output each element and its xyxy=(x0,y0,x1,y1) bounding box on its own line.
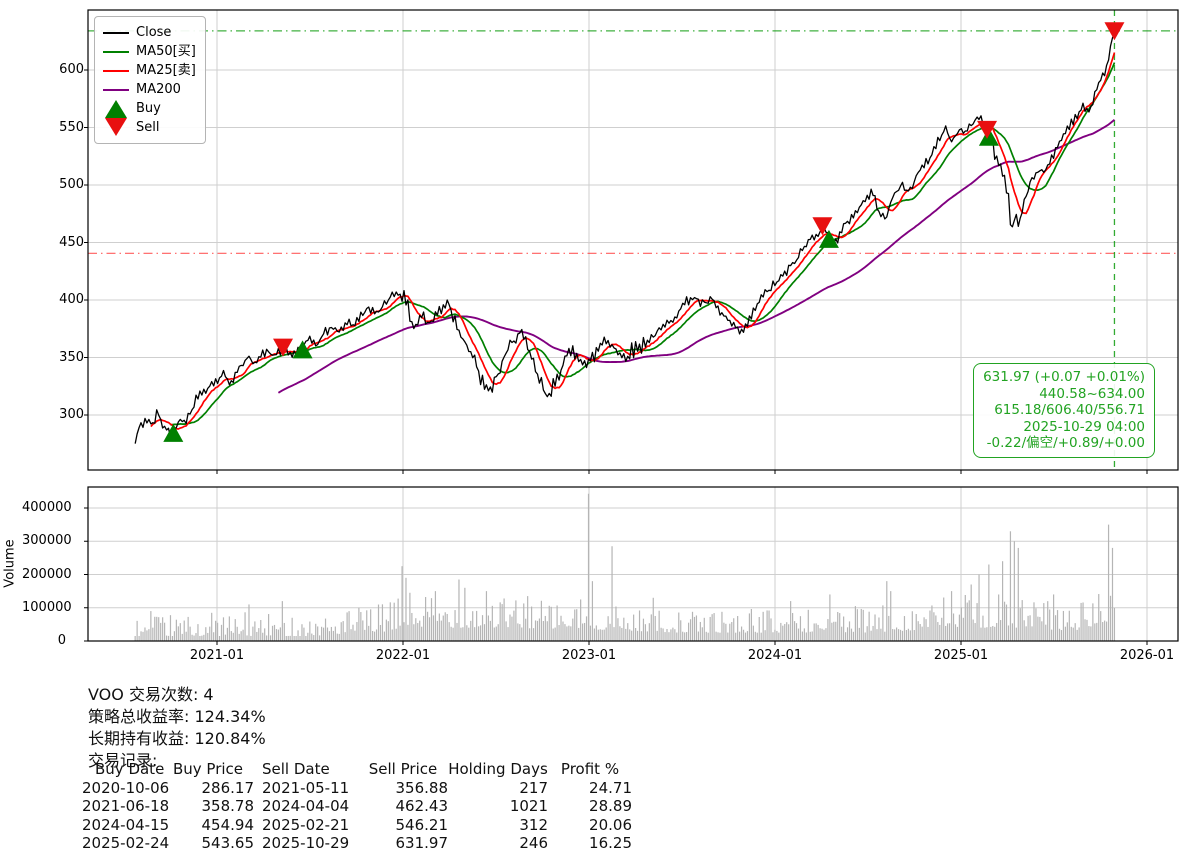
buy-marker xyxy=(818,229,839,248)
trade-records-table: Buy Date Buy Price Sell Date Sell Price Hold… xyxy=(82,760,632,853)
trade-cell: 246 xyxy=(519,834,548,852)
trade-cell: 546.21 xyxy=(395,815,449,834)
info-line-range: 440.58~634.00 xyxy=(1039,385,1145,402)
trade-cell: 217 xyxy=(519,778,548,797)
trade-cell: 2025-02-24 xyxy=(82,834,170,852)
date-x-tick-label: 2026-01 xyxy=(1119,648,1175,663)
volume-axis-label: Volume xyxy=(2,539,18,588)
buy-marker xyxy=(163,423,184,442)
date-x-tick-label: 2023-01 xyxy=(561,648,617,663)
volume-axes-frame xyxy=(87,486,1179,642)
price-y-tick-label: 600 xyxy=(59,62,84,77)
axes-frames xyxy=(87,9,1179,642)
trade-cell: 2021-06-18 xyxy=(82,797,170,815)
ma200-line xyxy=(277,119,1116,394)
trade-cell: 1021 xyxy=(509,797,548,815)
sell-triangle-icon xyxy=(103,118,129,137)
volume-y-tick-label: 300000 xyxy=(22,533,72,549)
trade-col-header: Holding Days xyxy=(448,760,548,778)
info-line-signal: -0.22/偏空/+0.89/+0.00 xyxy=(986,435,1145,452)
trade-row: 2021-06-18 358.78 2024-04-04 462.43 1021 28.8… xyxy=(82,797,632,816)
trade-table-header: Buy Date Buy Price Sell Date Sell Price Hold… xyxy=(82,760,632,779)
summary-trades-count: VOO 交易次数: 4 xyxy=(88,685,214,704)
price-y-tick-label: 350 xyxy=(59,349,84,365)
legend-item-ma200: MA200 xyxy=(103,80,197,99)
axis-ticks xyxy=(84,69,1148,645)
trade-cell: 24.71 xyxy=(589,778,632,797)
info-line-mas: 615.18/606.40/556.71 xyxy=(994,402,1145,419)
trade-cell: 454.94 xyxy=(201,815,255,834)
sell-marker xyxy=(812,217,833,236)
trade-row: 2020-10-06 286.17 2021-05-11 356.88 217 24.71 xyxy=(82,779,632,798)
summary-buyhold-return: 长期持有收益: 120.84% xyxy=(88,729,266,748)
legend-item-ma25: MA25[卖] xyxy=(103,61,197,80)
trade-cell: 358.78 xyxy=(201,797,255,815)
buy-triangle-icon xyxy=(103,99,129,118)
buy-marker xyxy=(292,340,313,359)
info-line-price: 631.97 (+0.07 +0.01%) xyxy=(983,369,1145,385)
sell-marker xyxy=(273,338,294,357)
legend-item-buy: Buy xyxy=(103,99,197,118)
sell-marker xyxy=(977,120,998,139)
trade-markers xyxy=(163,22,1125,442)
legend-item-close: Close xyxy=(103,23,197,42)
price-y-tick-label: 500 xyxy=(59,177,84,192)
volume-y-tick-label: 200000 xyxy=(22,566,72,582)
trade-col-header: Buy Price xyxy=(172,760,244,778)
reference-lines xyxy=(88,10,1178,470)
trade-cell: 462.43 xyxy=(395,797,449,815)
trade-col-header: Sell Date xyxy=(262,760,330,778)
trade-cell: 543.65 xyxy=(201,834,255,852)
close-line-swatch xyxy=(103,23,129,42)
volume-y-tick-label: 400000 xyxy=(22,500,72,515)
volume-y-tick-label: 100000 xyxy=(22,599,72,615)
price-axes-frame xyxy=(87,9,1179,471)
close-line xyxy=(134,32,1116,444)
trade-col-header: Profit % xyxy=(560,760,620,778)
trade-cell: 16.25 xyxy=(589,834,632,852)
volume-y-tick-label: 0 xyxy=(57,633,66,648)
date-x-tick-label: 2024-01 xyxy=(747,648,803,663)
price-y-tick-label: 400 xyxy=(59,292,84,307)
ma200-line-swatch xyxy=(103,80,129,99)
price-y-tick-label: 550 xyxy=(59,119,84,135)
trade-cell: 20.06 xyxy=(589,815,632,834)
quote-info-box: 631.97 (+0.07 +0.01%) 440.58~634.00 615.… xyxy=(973,363,1155,458)
trade-cell: 2024-04-15 xyxy=(82,815,170,834)
ma50-line-swatch xyxy=(103,42,129,61)
summary-strategy-return: 策略总收益率: 124.34% xyxy=(88,707,266,726)
trade-cell: 2025-02-21 xyxy=(262,815,350,834)
info-line-date: 2025-10-29 04:00 xyxy=(1023,418,1145,435)
volume-bars xyxy=(134,493,1116,641)
date-x-tick-label: 2022-01 xyxy=(375,648,431,663)
trade-cell: 2020-10-06 xyxy=(82,778,170,797)
trade-cell: 2024-04-04 xyxy=(262,797,350,815)
price-lines xyxy=(134,32,1116,444)
trade-cell: 631.97 xyxy=(395,834,449,852)
summary-records-title: 交易记录: xyxy=(88,751,158,770)
trade-cell: 286.17 xyxy=(201,778,255,797)
date-x-tick-label: 2025-01 xyxy=(933,648,989,663)
ma25-line-swatch xyxy=(103,61,129,80)
trade-cell: 2021-05-11 xyxy=(262,778,350,797)
trade-cell: 2025-10-29 xyxy=(262,834,350,852)
trade-row: 2025-02-24 543.65 2025-10-29 631.97 246 16.25 xyxy=(82,834,632,853)
trade-cell: 312 xyxy=(519,815,548,834)
legend-item-sell: Sell xyxy=(103,118,197,137)
strategy-summary: VOO 交易次数: 4 策略总收益率: 124.34% 长期持有收益: 120.… xyxy=(88,684,266,772)
trade-col-header: Sell Price xyxy=(368,760,438,778)
trade-cell: 28.89 xyxy=(589,797,632,815)
sell-marker xyxy=(1104,22,1125,41)
price-y-tick-label: 300 xyxy=(59,407,84,422)
buy-marker xyxy=(978,127,999,146)
trade-col-header: Buy Date xyxy=(95,760,165,778)
legend-item-ma50: MA50[买] xyxy=(103,42,197,61)
trade-row: 2024-04-15 454.94 2025-02-21 546.21 312 20.06 xyxy=(82,816,632,835)
legend-box: Close MA50[买] MA25[卖] MA200 Buy Sell xyxy=(94,16,206,144)
ma25-line xyxy=(150,52,1116,430)
date-x-tick-label: 2021-01 xyxy=(189,648,245,663)
trade-cell: 356.88 xyxy=(395,778,449,797)
price-y-tick-label: 450 xyxy=(59,234,84,250)
